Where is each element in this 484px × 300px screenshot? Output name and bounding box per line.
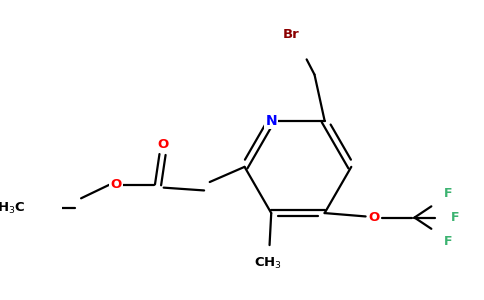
Text: Br: Br — [283, 28, 299, 40]
Text: O: O — [157, 138, 168, 151]
Text: F: F — [444, 188, 453, 200]
Text: O: O — [368, 211, 379, 224]
Text: F: F — [444, 235, 453, 248]
Text: N: N — [265, 114, 277, 128]
Text: O: O — [110, 178, 121, 191]
Text: CH$_3$: CH$_3$ — [255, 256, 283, 271]
Text: F: F — [451, 211, 459, 224]
Text: H$_3$C: H$_3$C — [0, 201, 25, 216]
